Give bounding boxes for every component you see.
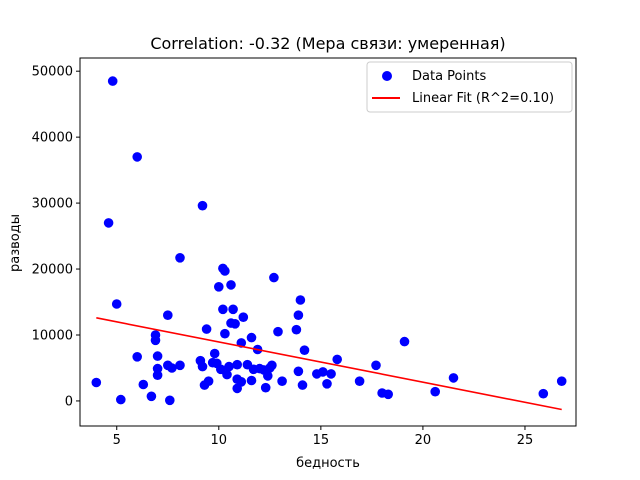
legend-label-data-points: Data Points [412,69,486,84]
data-point [556,376,567,387]
data-point [291,324,302,335]
chart-title: Correlation: -0.32 (Мера связи: умеренна… [150,34,505,53]
y-tick-label: 50000 [32,65,73,80]
plot-area [79,57,577,427]
x-tick-label: 10 [211,433,228,448]
data-point [91,377,102,388]
x-axis: 5 10 15 20 25 [113,426,534,448]
data-point [260,382,271,393]
data-point [201,324,212,334]
legend: Data Points Linear Fit (R^2=0.10) [366,61,573,113]
x-tick-label: 25 [517,433,534,448]
data-point [107,76,118,86]
data-point [318,367,328,377]
data-point [332,354,343,365]
data-point [214,282,224,292]
data-point [322,379,332,389]
data-point [175,252,185,263]
data-point [224,361,234,372]
legend-marker-data-points [382,71,392,81]
y-axis: 0 10000 20000 30000 40000 50000 [32,65,80,409]
data-point [269,272,279,283]
data-point [165,395,175,406]
data-point [209,348,220,359]
data-point [197,200,208,211]
data-point [263,371,273,381]
data-point [175,360,185,371]
data-point [448,373,459,383]
data-point [538,388,549,399]
data-point [246,375,257,386]
x-tick-label: 15 [313,433,330,448]
data-point [371,360,381,371]
data-point [297,380,308,390]
data-point [103,218,114,228]
y-axis-label: разводы [8,214,23,272]
data-points-layer [91,76,567,406]
plot-frame [79,57,577,427]
data-point [399,336,410,347]
data-point [222,369,232,380]
y-tick-label: 0 [65,394,73,409]
data-point [163,310,173,321]
linear-fit-line [96,317,562,411]
data-point [146,391,157,402]
data-point [299,345,310,356]
data-point [167,363,177,373]
data-point [267,360,277,371]
data-point [150,330,161,340]
data-point [197,361,208,372]
data-point [152,370,163,381]
data-point [273,326,283,337]
y-tick-label: 20000 [32,263,73,278]
x-axis-label: бедность [296,456,360,471]
x-tick-label: 5 [113,433,121,448]
data-point [230,319,240,329]
plot-background [80,58,576,426]
legend-label-linear-fit: Linear Fit (R^2=0.10) [412,91,554,106]
data-point [132,352,142,362]
data-point [293,310,304,321]
data-point [220,266,230,276]
x-tick-label: 20 [415,433,432,448]
y-tick-label: 40000 [32,131,73,146]
data-point [132,152,142,162]
data-point [295,295,306,305]
data-point [430,386,441,397]
data-point [152,363,163,374]
data-point [232,359,242,370]
data-point [277,376,287,387]
data-point [354,376,365,387]
data-point [226,280,236,290]
data-point [326,369,336,379]
data-point [218,304,228,315]
legend-box [366,61,573,113]
data-point [228,304,238,315]
data-point [152,351,163,361]
data-point [236,377,247,387]
data-point [203,376,214,387]
data-point [238,312,249,323]
data-point [293,366,304,377]
data-point [111,299,122,309]
data-point [246,332,257,343]
data-point [116,394,126,405]
data-point [383,389,394,400]
y-tick-label: 30000 [32,197,73,212]
data-point [220,328,230,339]
y-tick-label: 10000 [32,328,73,343]
data-point [138,379,149,390]
